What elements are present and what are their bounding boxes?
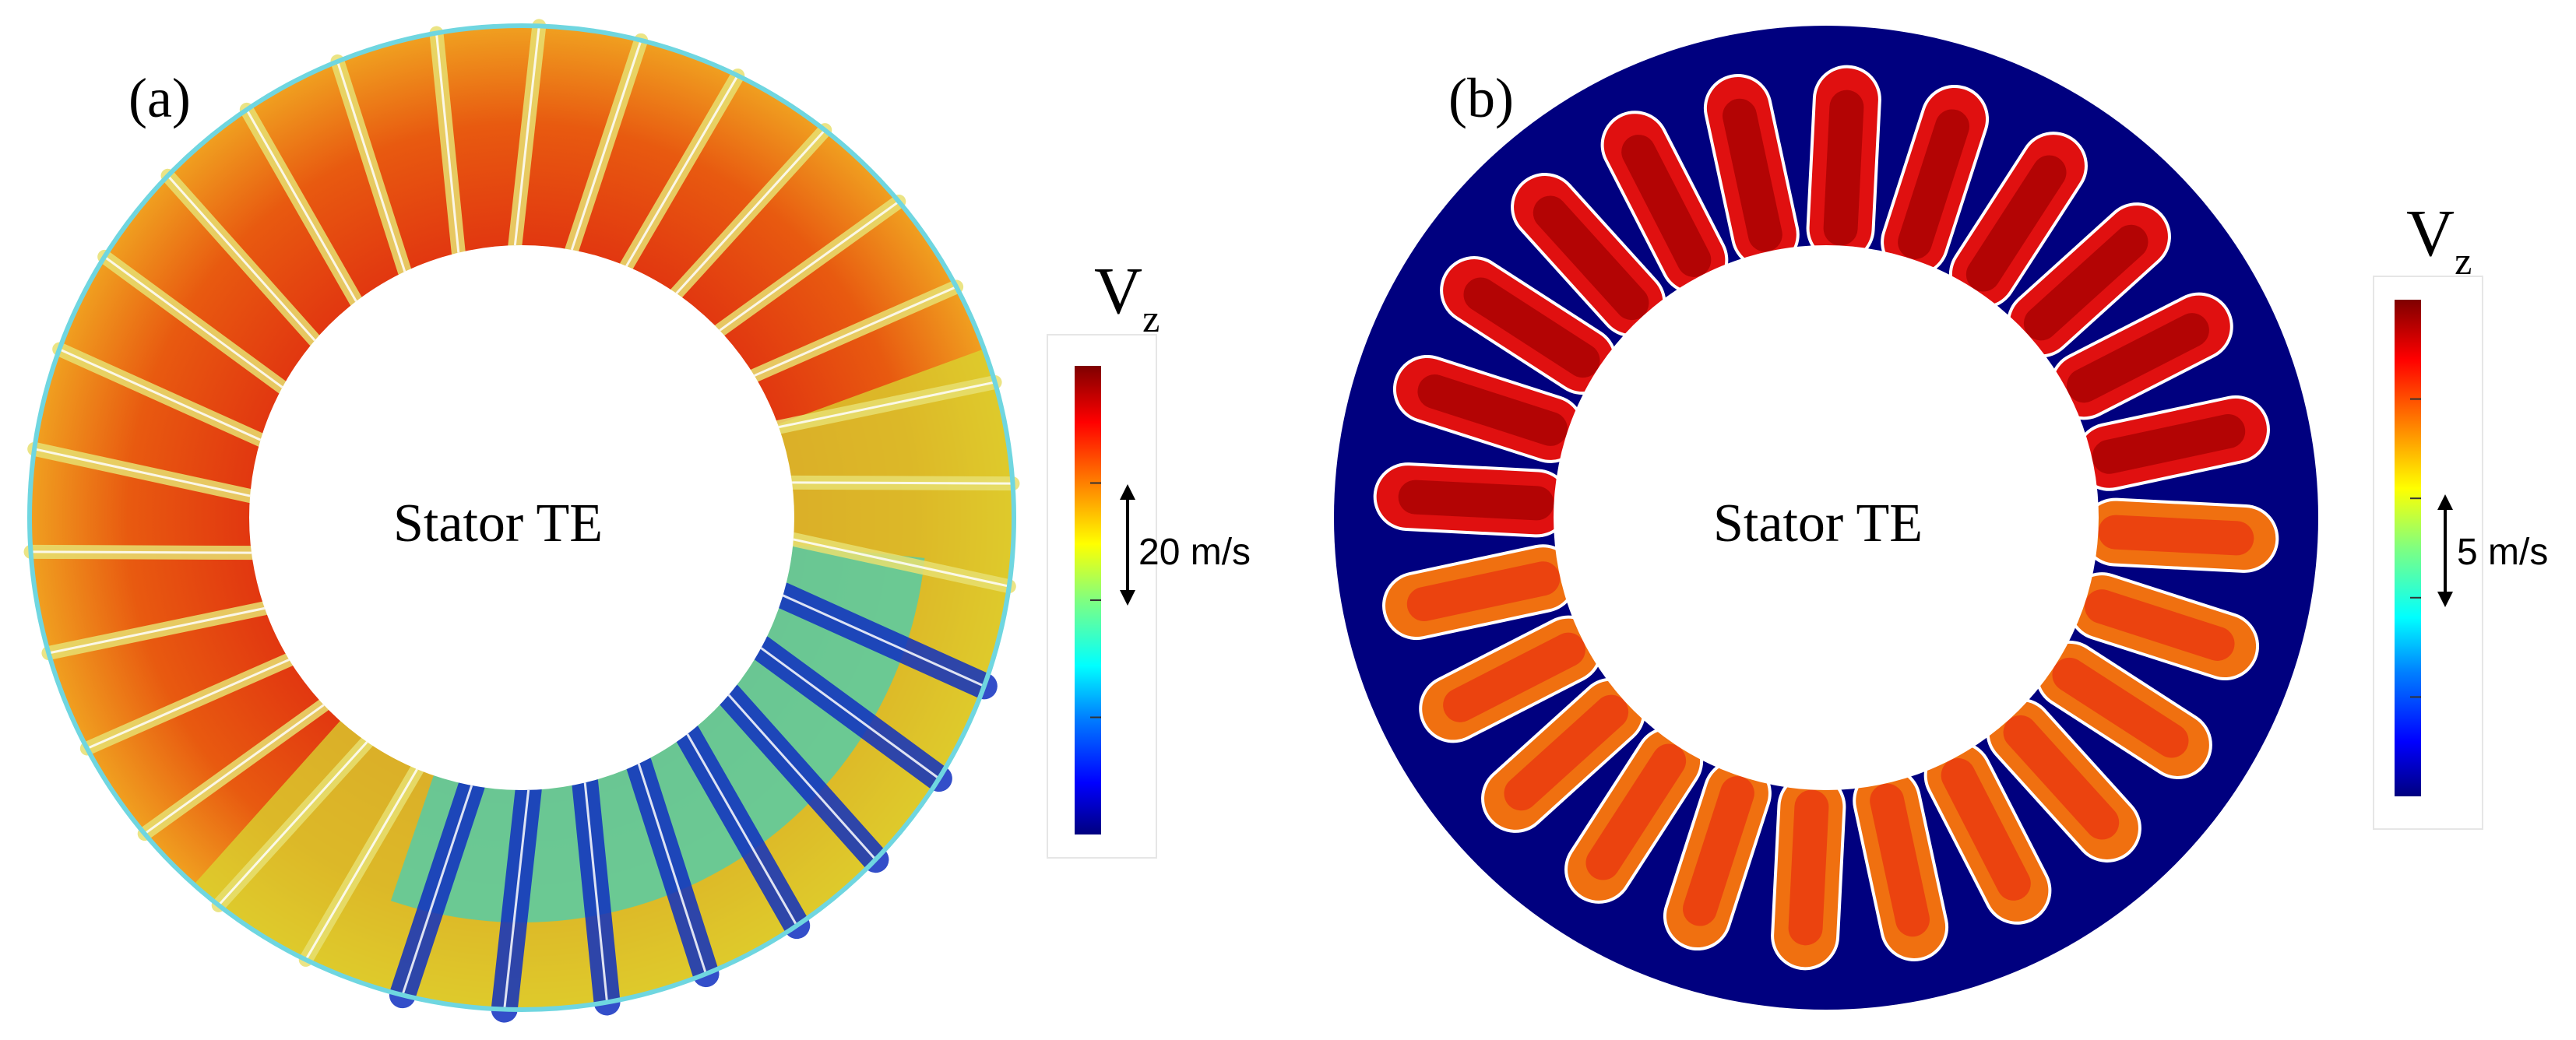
colorbar-ticks	[2410, 398, 2421, 698]
wake-arm-core	[1898, 109, 1969, 259]
wake-arm-core	[1504, 694, 1629, 811]
wake-arm	[1382, 544, 1578, 641]
wake-arm-core	[1941, 758, 2031, 901]
contour-line	[503, 789, 530, 1010]
wake-arm-core	[1443, 632, 1585, 722]
wake-arm-core	[2085, 589, 2235, 661]
colorbar-ticks	[1090, 482, 1101, 719]
wake-arm-core	[1965, 155, 2067, 292]
contour-line	[143, 704, 325, 835]
wake-arm-core	[2003, 715, 2120, 840]
contour-line	[778, 381, 995, 429]
scale-text: 20 m/s	[1138, 532, 1251, 573]
wake-arm-core	[2098, 515, 2254, 556]
contour-line	[793, 538, 1010, 588]
wake-arm-core	[1723, 98, 1782, 252]
contour-line	[637, 763, 707, 975]
wake-arm-core	[1683, 776, 1754, 926]
blade-wake-sectors	[23, 19, 1020, 1023]
contour-line	[760, 647, 940, 780]
wake-arm-core	[1398, 480, 1554, 521]
contour-line	[435, 33, 460, 253]
wake-arm-core	[1406, 561, 1561, 621]
contour-line	[104, 255, 283, 388]
wake-arm-core	[2092, 414, 2246, 474]
panel-label: (b)	[1448, 67, 1514, 129]
wake-arm	[2081, 497, 2279, 573]
panel-b: (b) Stator TE Vz 5 m/s	[1334, 26, 2548, 1010]
panel-label: (a)	[128, 67, 191, 129]
wake-arm-core	[1417, 374, 1568, 446]
contour-line	[754, 286, 957, 377]
contour-line	[336, 61, 406, 272]
hub-label: Stator TE	[393, 494, 603, 553]
contour-line	[30, 550, 252, 554]
wake-arm	[1481, 677, 1646, 833]
contour-line	[33, 448, 251, 497]
contour-line	[86, 659, 290, 750]
contour-line	[719, 200, 900, 332]
contour-line	[401, 785, 473, 996]
wake-arm-core	[2052, 657, 2189, 758]
wake-arm-core	[2023, 224, 2148, 341]
contour-line	[727, 694, 877, 861]
wake-arm-core	[1788, 789, 1829, 946]
contour-line	[675, 129, 826, 294]
contour-line	[513, 26, 540, 246]
wake-arm-core	[1870, 783, 1930, 937]
colorbar: Vz 5 m/s	[2373, 195, 2548, 830]
contour-line	[217, 741, 368, 906]
wake-arm-core	[2067, 313, 2209, 403]
colorbar-title: Vz	[2406, 195, 2472, 283]
scale-text: 5 m/s	[2457, 532, 2548, 573]
wake-arm	[1771, 772, 1846, 971]
colorbar-title: Vz	[1094, 253, 1160, 340]
velocity-contour-ring	[23, 19, 1020, 1023]
wake-arm-core	[1585, 743, 1687, 880]
panel-a: (a) Stator TE Vz 20 m/s	[23, 19, 1251, 1023]
wake-arm	[2075, 395, 2270, 491]
wake-arm	[1986, 697, 2141, 863]
wake-arm	[1806, 65, 1881, 263]
wake-arm-core	[1533, 195, 1649, 321]
colorbar: Vz 20 m/s	[1047, 253, 1251, 859]
hub-region	[1554, 245, 2099, 790]
outer-edge	[27, 23, 1016, 1012]
colorbar-frame	[1047, 334, 1157, 859]
colorbar-frame	[2373, 276, 2483, 830]
contour-line	[48, 606, 266, 655]
contour-line	[167, 174, 316, 342]
colorbar-gradient	[2395, 300, 2421, 796]
hub-region	[249, 245, 794, 790]
wake-arm-core	[1463, 277, 1600, 378]
wake-arm-core	[1823, 90, 1864, 246]
contour-line	[625, 75, 739, 267]
contour-line	[570, 40, 642, 251]
contour-line	[304, 768, 418, 961]
wake-arm	[1373, 462, 1571, 538]
contour-line	[782, 594, 985, 687]
hub-label: Stator TE	[1713, 494, 1923, 553]
contour-line	[686, 733, 798, 926]
contour-line	[58, 348, 262, 441]
contour-line	[583, 782, 609, 1003]
contour-line	[245, 109, 357, 302]
wake-arm-core	[1621, 135, 1712, 277]
